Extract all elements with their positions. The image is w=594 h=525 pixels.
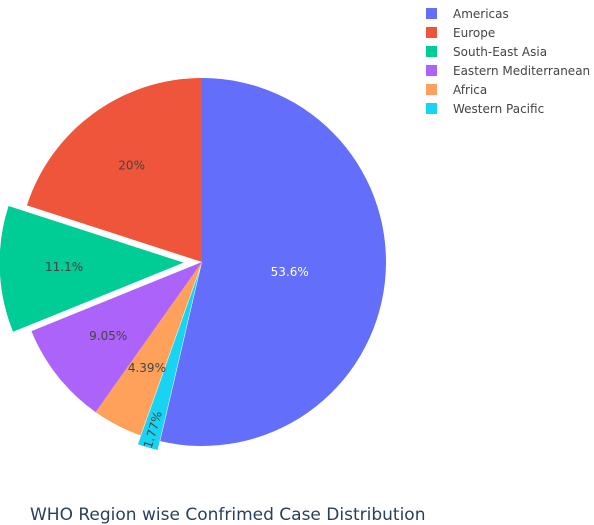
legend-label-americas: Americas (453, 7, 509, 21)
pie-slice-americas[interactable] (160, 78, 386, 446)
chart-title: WHO Region wise Confrimed Case Distribut… (30, 505, 425, 525)
slice-label-africa: 4.39% (128, 361, 166, 375)
legend-item-eastern-mediterranean[interactable]: Eastern Mediterranean (426, 64, 590, 78)
legend-swatch-eastern-mediterranean (426, 65, 437, 76)
legend-item-africa[interactable]: Africa (426, 83, 487, 97)
legend-item-western-pacific[interactable]: Western Pacific (426, 102, 544, 116)
legend-swatch-europe (426, 27, 437, 38)
pie-slice-eastern-mediterranean[interactable] (31, 262, 202, 413)
legend-label-western-pacific: Western Pacific (453, 102, 544, 116)
legend-label-south-east-asia: South-East Asia (453, 45, 547, 59)
pie-slice-europe[interactable] (26, 78, 203, 262)
slices-layer (0, 78, 386, 451)
legend-swatch-western-pacific (426, 103, 437, 114)
pie-slice-western-pacific[interactable] (137, 270, 200, 451)
legend-label-africa: Africa (453, 83, 487, 97)
slice-label-europe: 20% (118, 158, 145, 172)
slice-label-americas: 53.6% (271, 265, 309, 279)
legend-label-eastern-mediterranean: Eastern Mediterranean (453, 64, 590, 78)
slice-label-eastern-mediterranean: 9.05% (89, 329, 127, 343)
legend-label-europe: Europe (453, 26, 495, 40)
legend-item-south-east-asia[interactable]: South-East Asia (426, 45, 547, 59)
legend-swatch-south-east-asia (426, 46, 437, 57)
legend-swatch-americas (426, 8, 437, 19)
legend-swatch-africa (426, 84, 437, 95)
legend-item-americas[interactable]: Americas (426, 7, 509, 21)
slice-label-south-east-asia: 11.1% (45, 260, 83, 274)
pie-slice-africa[interactable] (95, 262, 202, 436)
legend[interactable]: Americas Europe South-East Asia Eastern Med… (426, 7, 590, 116)
legend-item-europe[interactable]: Europe (426, 26, 495, 40)
pie-slice-south-east-asia[interactable] (0, 206, 184, 332)
